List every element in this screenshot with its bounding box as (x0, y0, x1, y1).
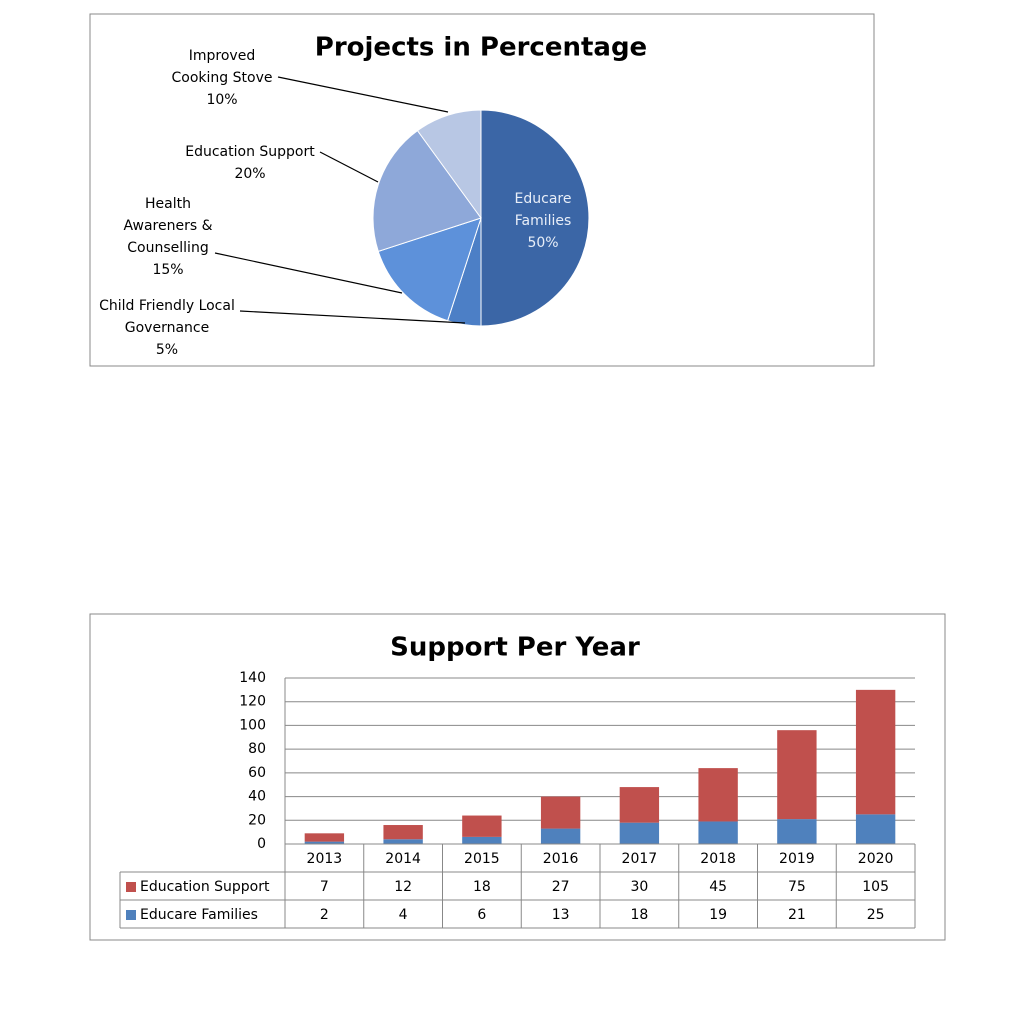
y-tick-label: 80 (248, 741, 266, 757)
table-value: 21 (788, 907, 806, 923)
slice-name: Child Friendly Local Governance (99, 298, 235, 336)
table-value: 18 (630, 907, 648, 923)
bar (540, 796, 581, 829)
bar (855, 689, 896, 815)
leader-line (214, 252, 403, 294)
slice-value: 5% (155, 342, 179, 358)
bar (383, 839, 423, 844)
legend-label: Education Support (140, 879, 270, 895)
bar (540, 828, 581, 844)
slice-label: Child Friendly Local Governance 5% (87, 295, 247, 361)
slice-name: Health Awareners & Counselling (123, 196, 213, 256)
table-value: 45 (709, 879, 727, 895)
chart-title: Support Per Year (390, 633, 640, 663)
table-value: 7 (320, 879, 329, 895)
table-value: 13 (552, 907, 570, 923)
bar (698, 768, 738, 822)
bar (619, 822, 660, 844)
slice-label: Health Awareners & Counselling 15% (113, 193, 223, 281)
slice-value: 10% (206, 92, 238, 108)
y-tick-label: 120 (239, 694, 266, 710)
y-tick-label: 100 (239, 717, 266, 733)
table-value: 75 (788, 879, 806, 895)
bar (304, 833, 345, 842)
table-value: 6 (477, 907, 486, 923)
x-tick-label: 2015 (464, 851, 500, 867)
bar (383, 825, 423, 840)
leader-line (319, 151, 379, 183)
table-value: 105 (862, 879, 889, 895)
pie-slice (480, 109, 590, 327)
bar (304, 841, 345, 844)
table-value: 4 (399, 907, 408, 923)
slice-name: Educare Families (514, 191, 572, 229)
bar (777, 819, 817, 844)
slice-value: 50% (527, 235, 559, 251)
y-tick-label: 60 (248, 765, 266, 781)
x-tick-label: 2018 (700, 851, 736, 867)
pie-slice (377, 217, 482, 322)
table-value: 27 (552, 879, 570, 895)
slice-label: Educare Families 50% (498, 188, 588, 254)
pie-slice (416, 109, 482, 220)
x-tick-label: 2013 (307, 851, 343, 867)
slice-label: Improved Cooking Stove 10% (162, 45, 282, 111)
x-tick-label: 2016 (543, 851, 579, 867)
leader-line (277, 76, 449, 113)
bar (777, 730, 817, 820)
leader-line (239, 310, 466, 324)
table-value: 30 (630, 879, 648, 895)
legend-swatch (126, 882, 136, 892)
bar (698, 821, 738, 844)
slice-value: 15% (152, 262, 184, 278)
x-tick-label: 2019 (779, 851, 815, 867)
bar (462, 815, 502, 837)
slice-name: Education Support (185, 144, 315, 160)
x-tick-label: 2020 (858, 851, 894, 867)
bar (855, 814, 896, 844)
slice-name: Improved Cooking Stove (171, 48, 273, 86)
chart-title: Projects in Percentage (315, 33, 647, 63)
y-tick-label: 0 (257, 836, 266, 852)
table-value: 2 (320, 907, 329, 923)
legend-label: Educare Families (140, 907, 258, 923)
table-value: 25 (867, 907, 885, 923)
y-tick-label: 40 (248, 789, 266, 805)
table-value: 19 (709, 907, 727, 923)
x-tick-label: 2017 (622, 851, 658, 867)
bar (619, 787, 660, 823)
table-value: 12 (394, 879, 412, 895)
table-value: 18 (473, 879, 491, 895)
y-tick-label: 140 (239, 670, 266, 686)
legend-swatch (126, 910, 136, 920)
x-tick-label: 2014 (385, 851, 421, 867)
slice-value: 20% (234, 166, 266, 182)
bar (462, 836, 502, 844)
y-tick-label: 20 (248, 812, 266, 828)
pie-slice (372, 129, 482, 253)
slice-label: Education Support 20% (165, 141, 335, 185)
